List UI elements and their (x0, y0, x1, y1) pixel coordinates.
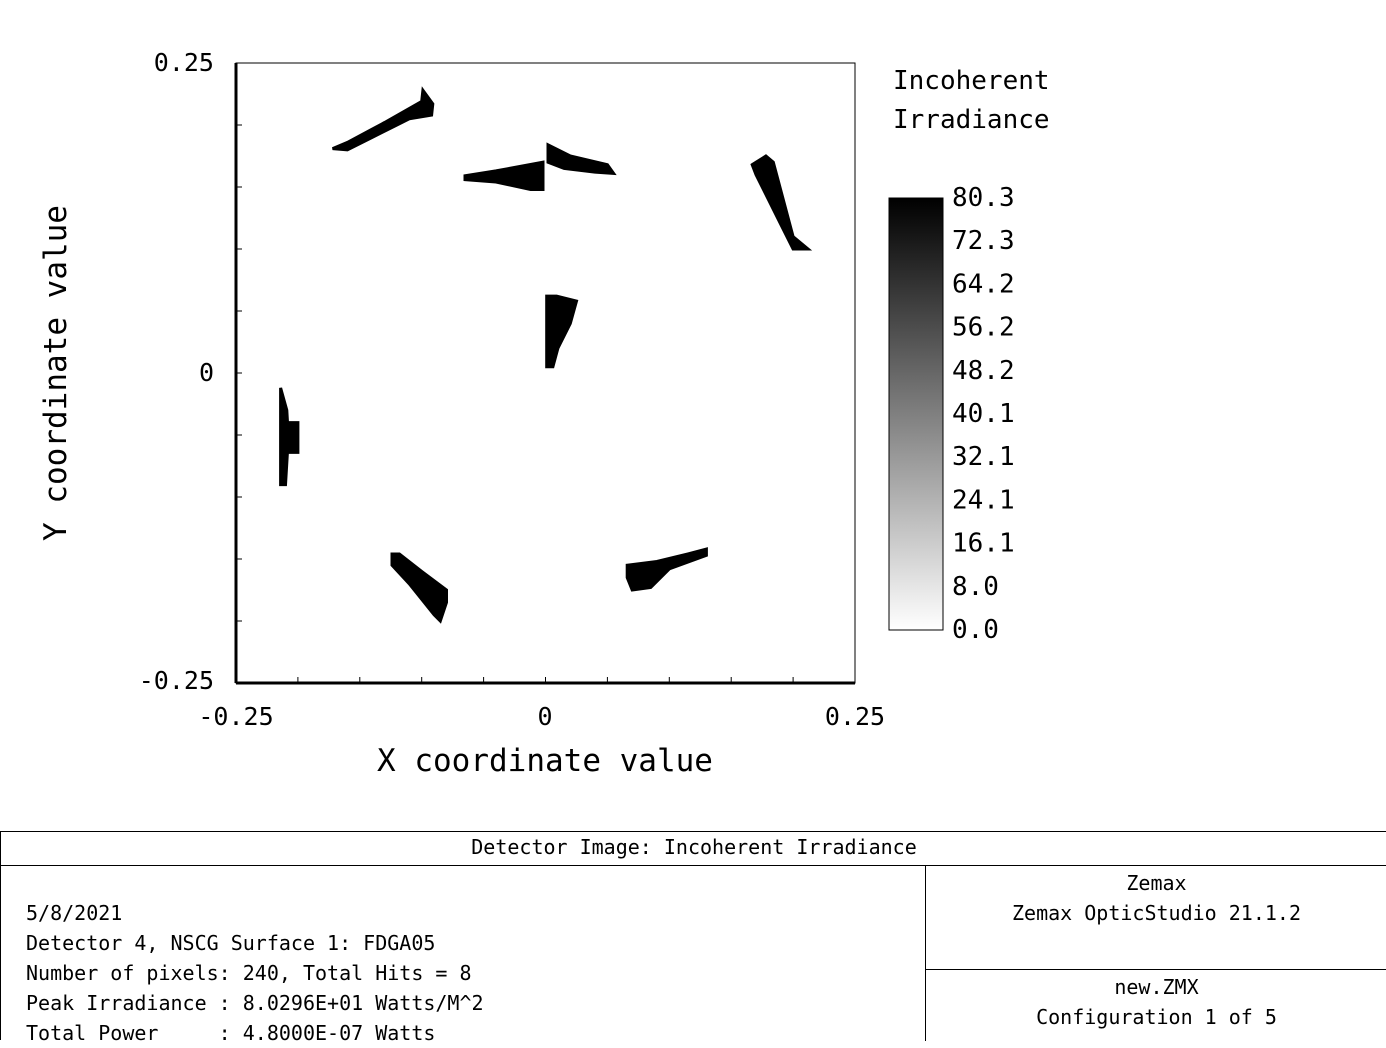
spot-bottom-right (625, 547, 708, 592)
spot-top-left (332, 86, 435, 152)
spot-top-right (750, 154, 813, 251)
colorbar (888, 197, 944, 631)
colorbar-tick-label: 64.2 (952, 269, 1015, 299)
info-product: Zemax OpticStudio 21.1.2 (1012, 901, 1301, 925)
info-power: Total Power : 4.8000E-07 Watts (26, 1021, 436, 1045)
info-software: Zemax Zemax OpticStudio 21.1.2 (925, 866, 1386, 970)
x-tick-label: 0.25 (825, 702, 885, 731)
info-peak: Peak Irradiance : 8.0296E+01 Watts/M^2 (26, 991, 484, 1015)
spot-top-center-arm (546, 142, 617, 176)
colorbar-tick-label: 8.0 (952, 572, 999, 602)
colorbar-tick-label: 24.1 (952, 485, 1015, 515)
colorbar-tick-label: 80.3 (952, 183, 1015, 213)
spot-left (279, 387, 300, 487)
y-tick-label: 0.25 (154, 48, 214, 77)
colorbar-title: Incoherent (893, 66, 1050, 96)
info-filename: new.ZMX (1114, 975, 1199, 999)
irradiance-spots (279, 86, 813, 624)
info-company: Zemax (1126, 871, 1187, 895)
axis-ticks (235, 62, 856, 684)
colorbar-tick-label: 72.3 (952, 226, 1015, 256)
colorbar-title: Irradiance (893, 105, 1050, 135)
colorbar-tick-label: 48.2 (952, 356, 1015, 386)
info-details: 5/8/2021 Detector 4, NSCG Surface 1: FDG… (26, 898, 484, 1048)
spot-top-center-wedge (463, 160, 545, 191)
x-tick-label: 0 (537, 702, 552, 731)
colorbar-tick-label: 32.1 (952, 442, 1015, 472)
info-detector: Detector 4, NSCG Surface 1: FDGA05 (26, 931, 436, 955)
info-panel: Detector Image: Incoherent Irradiance 5/… (0, 831, 1386, 1045)
colorbar-tick-label: 0.0 (952, 615, 999, 645)
info-title: Detector Image: Incoherent Irradiance (1, 832, 1386, 866)
spot-bottom-left (390, 552, 448, 624)
y-tick-label: 0 (199, 358, 214, 387)
y-axis-label: Y coordinate value (38, 205, 74, 541)
x-tick-label: -0.25 (198, 702, 273, 731)
plot-area (235, 62, 856, 684)
colorbar-tick-label: 56.2 (952, 313, 1015, 343)
info-date: 5/8/2021 (26, 901, 123, 925)
y-tick-label: -0.25 (139, 666, 214, 695)
colorbar-tick-label: 40.1 (952, 399, 1015, 429)
x-axis-label: X coordinate value (377, 743, 713, 779)
colorbar-labels: 80.3 72.3 64.2 56.2 48.2 40.1 32.1 24.1 16.1 8.0 0… (952, 183, 1015, 645)
info-config: Configuration 1 of 5 (1036, 1005, 1277, 1029)
colorbar-tick-label: 16.1 (952, 529, 1015, 559)
info-file: new.ZMX Configuration 1 of 5 (925, 970, 1386, 1041)
spot-center (545, 294, 579, 369)
info-pixels: Number of pixels: 240, Total Hits = 8 (26, 961, 472, 985)
detector-chart: -0.25 0 0.25 0.25 0 -0.25 X coordinate v… (38, 48, 1050, 779)
